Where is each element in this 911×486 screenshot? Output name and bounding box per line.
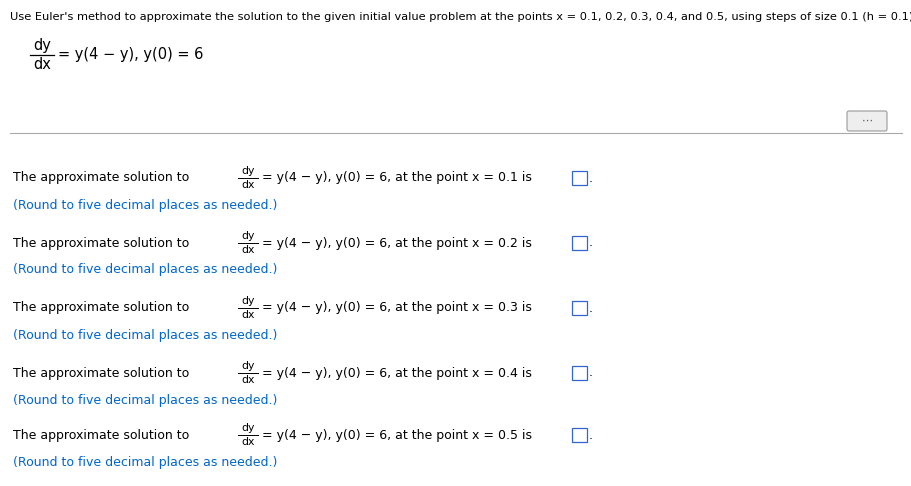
- Text: dx: dx: [241, 437, 254, 447]
- Text: (Round to five decimal places as needed.): (Round to five decimal places as needed.…: [13, 198, 277, 211]
- Text: .: .: [589, 237, 592, 249]
- Text: Use Euler's method to approximate the solution to the given initial value proble: Use Euler's method to approximate the so…: [10, 12, 911, 22]
- Text: dy: dy: [241, 296, 254, 306]
- Text: .: .: [589, 429, 592, 441]
- Text: = y(4 − y), y(0) = 6, at the point x = 0.4 is: = y(4 − y), y(0) = 6, at the point x = 0…: [261, 366, 531, 380]
- Text: dy: dy: [33, 38, 51, 53]
- Text: = y(4 − y), y(0) = 6, at the point x = 0.5 is: = y(4 − y), y(0) = 6, at the point x = 0…: [261, 429, 531, 441]
- Text: dy: dy: [241, 423, 254, 433]
- Text: (Round to five decimal places as needed.): (Round to five decimal places as needed.…: [13, 329, 277, 342]
- Text: The approximate solution to: The approximate solution to: [13, 301, 189, 314]
- FancyBboxPatch shape: [846, 111, 886, 131]
- FancyBboxPatch shape: [571, 301, 587, 315]
- FancyBboxPatch shape: [571, 428, 587, 442]
- FancyBboxPatch shape: [571, 366, 587, 380]
- Text: The approximate solution to: The approximate solution to: [13, 237, 189, 249]
- Text: = y(4 − y), y(0) = 6, at the point x = 0.1 is: = y(4 − y), y(0) = 6, at the point x = 0…: [261, 172, 531, 185]
- Text: dy: dy: [241, 231, 254, 241]
- Text: ⋯: ⋯: [861, 116, 872, 126]
- Text: dx: dx: [241, 180, 254, 190]
- Text: dx: dx: [241, 310, 254, 320]
- Text: The approximate solution to: The approximate solution to: [13, 172, 189, 185]
- Text: dy: dy: [241, 361, 254, 371]
- Text: .: .: [589, 172, 592, 185]
- Text: (Round to five decimal places as needed.): (Round to five decimal places as needed.…: [13, 394, 277, 406]
- Text: The approximate solution to: The approximate solution to: [13, 366, 189, 380]
- Text: dx: dx: [241, 375, 254, 385]
- FancyBboxPatch shape: [571, 236, 587, 250]
- Text: dx: dx: [33, 57, 51, 72]
- Text: dx: dx: [241, 245, 254, 255]
- Text: = y(4 − y), y(0) = 6, at the point x = 0.2 is: = y(4 − y), y(0) = 6, at the point x = 0…: [261, 237, 531, 249]
- Text: .: .: [589, 301, 592, 314]
- Text: The approximate solution to: The approximate solution to: [13, 429, 189, 441]
- FancyBboxPatch shape: [571, 171, 587, 185]
- Text: (Round to five decimal places as needed.): (Round to five decimal places as needed.…: [13, 263, 277, 277]
- Text: (Round to five decimal places as needed.): (Round to five decimal places as needed.…: [13, 455, 277, 469]
- Text: .: .: [589, 366, 592, 380]
- Text: = y(4 − y), y(0) = 6: = y(4 − y), y(0) = 6: [58, 48, 203, 63]
- Text: dy: dy: [241, 166, 254, 176]
- Text: = y(4 − y), y(0) = 6, at the point x = 0.3 is: = y(4 − y), y(0) = 6, at the point x = 0…: [261, 301, 531, 314]
